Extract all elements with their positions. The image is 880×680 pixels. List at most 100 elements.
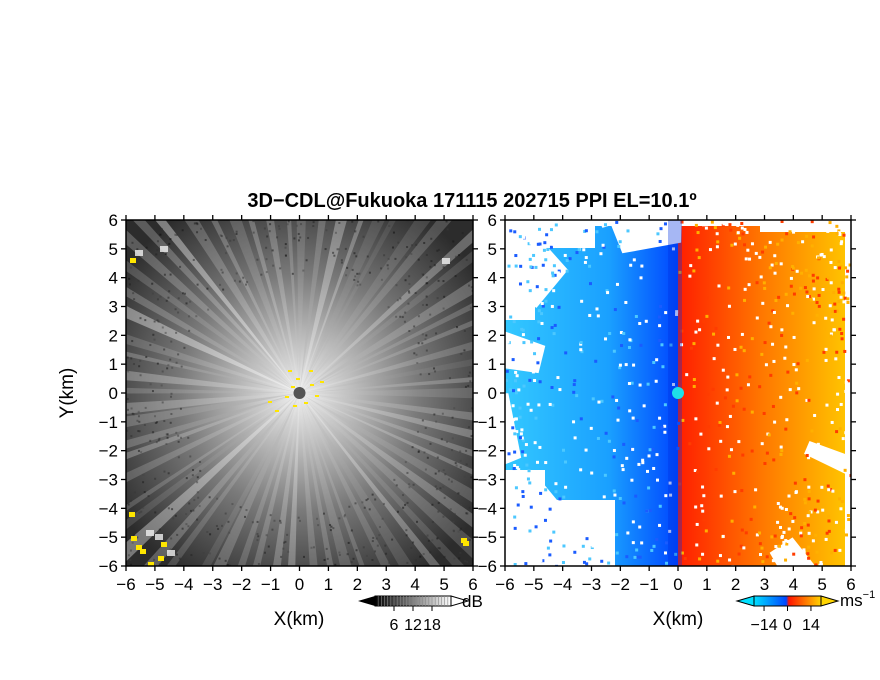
velocity-speckle-cell	[742, 349, 746, 353]
velocity-speckle-cell	[701, 509, 705, 513]
velocity-speckle-cell	[624, 363, 628, 367]
velocity-speckle-cell	[535, 285, 539, 289]
velocity-speckle-cell	[815, 301, 819, 305]
reflectivity-speckle	[411, 446, 414, 449]
reflectivity-speckle	[356, 284, 359, 287]
reflectivity-speckle	[169, 548, 172, 551]
velocity-speckle-cell	[743, 243, 747, 247]
reflectivity-speckle	[271, 528, 274, 531]
x-tick-label: 2	[353, 575, 362, 594]
x-tick-label: −1	[639, 575, 658, 594]
reflectivity-streak	[299, 220, 364, 393]
velocity-speckle-cell	[783, 356, 787, 360]
velocity-speckle-cell	[550, 386, 554, 390]
velocity-speckle-cell	[705, 296, 709, 300]
velocity-speckle-cell	[846, 269, 850, 273]
reflectivity-speckle	[199, 461, 202, 464]
velocity-speckle-cell	[809, 298, 813, 302]
velocity-speckle-cell	[824, 537, 828, 541]
velocity-speckle-cell	[694, 505, 698, 509]
velocity-speckle-cell	[761, 250, 765, 254]
reflectivity-colorbar: dB 6 12 18	[358, 592, 483, 634]
reflectivity-speckle	[227, 520, 230, 523]
velocity-speckle-cell	[845, 341, 849, 345]
velocity-speckle-cell	[680, 329, 684, 333]
reflectivity-speckle	[415, 243, 418, 246]
velocity-speckle-cell	[804, 268, 808, 272]
velocity-speckle-cell	[558, 529, 562, 533]
reflectivity-speckle	[144, 406, 147, 409]
reflectivity-speckle	[268, 230, 271, 233]
velocity-speckle-cell	[545, 233, 549, 237]
velocity-speckle-cell	[509, 315, 513, 319]
velocity-speckle-cell	[583, 229, 587, 233]
velocity-speckle-cell	[742, 407, 746, 411]
velocity-speckle-cell	[838, 427, 842, 431]
velocity-speckle-cell	[647, 486, 651, 490]
reflectivity-speckle	[416, 520, 419, 523]
reflectivity-speckle	[196, 491, 199, 494]
velocity-speckle-cell	[617, 244, 621, 248]
velocity-speckle-cell	[581, 544, 585, 548]
velocity-speckle-cell	[544, 258, 548, 262]
velocity-speckle-cell	[737, 552, 741, 556]
velocity-speckle-cell	[812, 287, 816, 291]
velocity-speckle-cell	[631, 541, 635, 545]
reflectivity-speckle	[453, 557, 456, 560]
reflectivity-speckle	[130, 435, 133, 438]
reflectivity-speckle	[468, 506, 471, 509]
velocity-speckle-cell	[837, 229, 841, 233]
reflectivity-speckle	[136, 536, 139, 539]
velocity-speckle-cell	[546, 247, 550, 251]
reflectivity-speckle	[204, 239, 207, 242]
velocity-speckle-cell	[688, 442, 692, 446]
velocity-speckle-cell	[668, 481, 672, 485]
velocity-speckle-cell	[733, 242, 737, 246]
velocity-speckle-cell	[588, 562, 592, 566]
velocity-speckle-cell	[755, 316, 759, 320]
velocity-speckle-cell	[558, 388, 562, 392]
reflectivity-speckle	[351, 268, 354, 271]
reflectivity-streak	[299, 393, 473, 439]
reflectivity-speckle	[404, 279, 407, 282]
velocity-speckle-cell	[611, 395, 615, 399]
reflectivity-speckle	[415, 353, 418, 356]
velocity-speckle-cell	[785, 542, 789, 546]
y-tick-label: 1	[488, 355, 497, 374]
reflectivity-speckle	[137, 279, 140, 282]
reflectivity-speckle	[168, 290, 171, 293]
velocity-speckle-cell	[780, 333, 784, 337]
velocity-speckle-cell	[678, 482, 682, 486]
velocity-speckle-cell	[656, 232, 660, 236]
velocity-speckle-cell	[701, 552, 705, 556]
velocity-speckle-cell	[810, 429, 814, 433]
x-tick-label: 1	[702, 575, 711, 594]
reflectivity-speckle	[133, 298, 136, 301]
reflectivity-streak	[299, 250, 473, 393]
reflectivity-speckle	[244, 515, 247, 518]
velocity-speckle-cell	[673, 230, 677, 234]
velocity-speckle-cell	[522, 384, 526, 388]
velocity-panel: −6 −5 −4 −3 −2 −1 0 1 2 3 4 5 6 6543210−1−2−3−4−5−6 …	[478, 211, 876, 634]
reflectivity-speckle	[244, 283, 247, 286]
reflectivity-speckle	[468, 371, 471, 374]
velocity-speckle-cell	[512, 554, 516, 558]
reflectivity-speckle	[421, 272, 424, 275]
velocity-speckle-cell	[835, 430, 839, 434]
reflectivity-speckle	[149, 383, 152, 386]
velocity-speckle-cell	[514, 306, 518, 310]
velocity-speckle-cell	[575, 394, 579, 398]
velocity-speckle-cell	[844, 389, 848, 393]
velocity-speckle-cell	[540, 321, 544, 325]
clutter-echo	[161, 542, 167, 547]
velocity-speckle-cell	[792, 230, 796, 234]
velocity-speckle-cell	[655, 358, 659, 362]
reflectivity-speckle	[143, 423, 146, 426]
velocity-speckle-cell	[513, 432, 517, 436]
reflectivity-speckle	[132, 413, 135, 416]
velocity-speckle-cell	[800, 271, 804, 275]
reflectivity-speckle	[403, 320, 406, 323]
velocity-speckle-cell	[698, 557, 702, 561]
velocity-speckle-cell	[620, 344, 624, 348]
reflectivity-speckle	[340, 259, 343, 262]
